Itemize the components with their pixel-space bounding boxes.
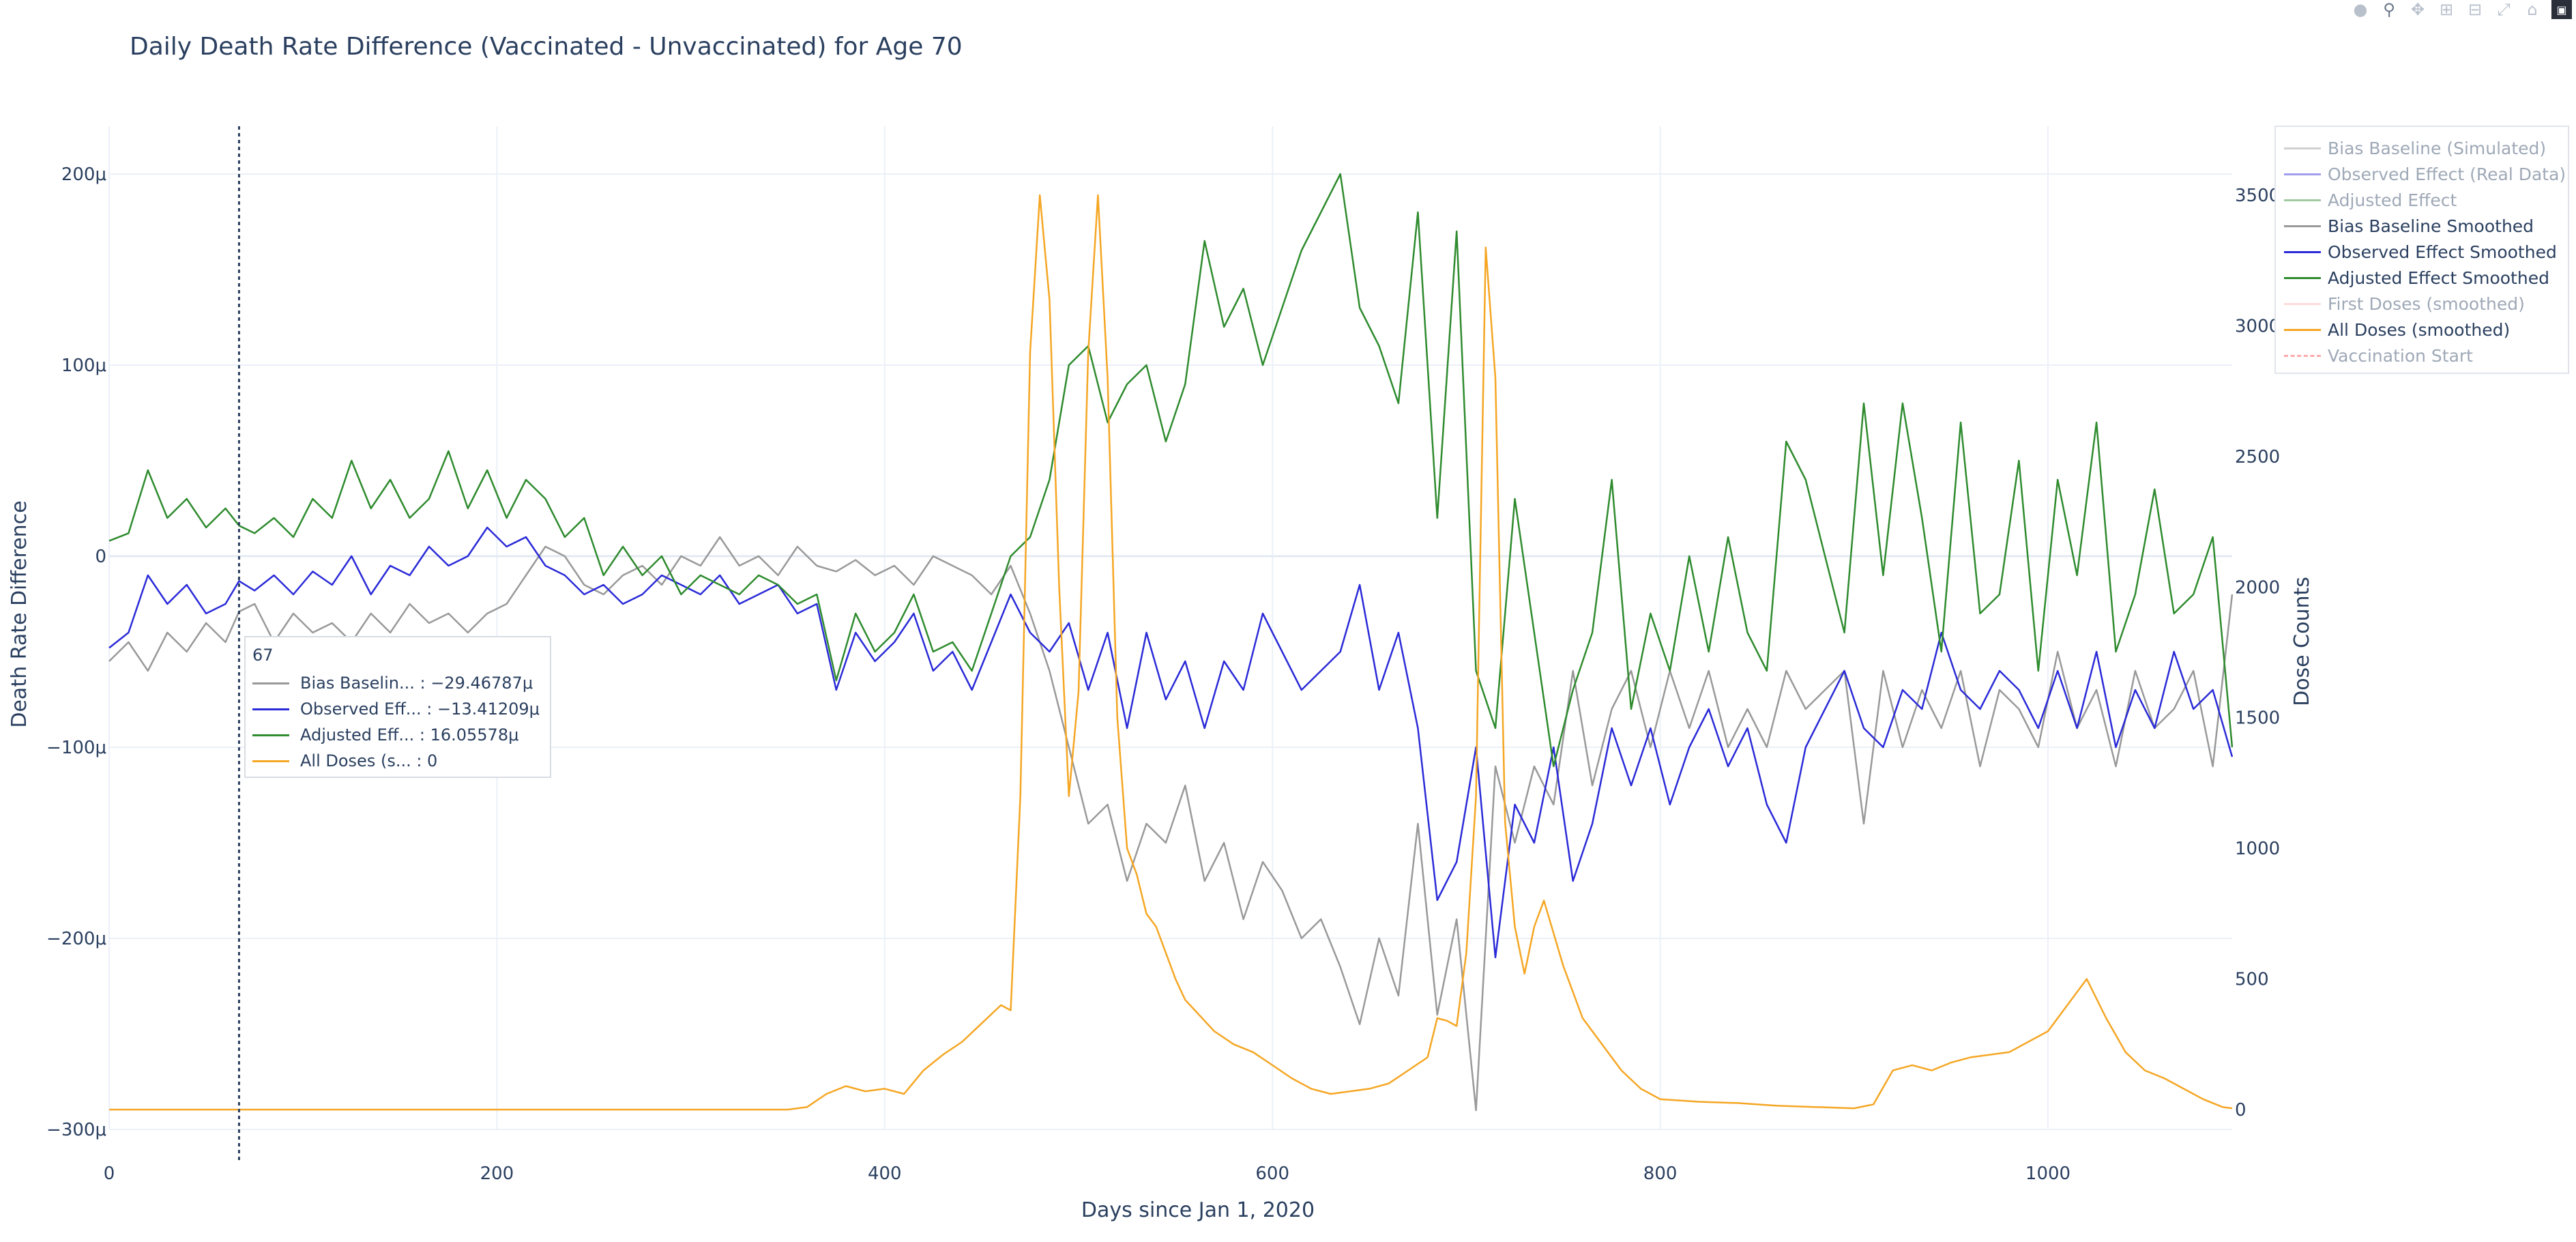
series-line-adjusted-effect-smoothed <box>108 173 2234 768</box>
y-tick-label: 200μ <box>61 164 106 185</box>
legend-swatch <box>2284 302 2321 305</box>
y2-tick-label: 3000 <box>2235 316 2280 336</box>
camera-icon[interactable]: ● <box>2353 0 2368 19</box>
hover-swatch <box>252 760 289 762</box>
y-tick-label: 0 <box>95 547 106 567</box>
hover-swatch <box>252 734 289 736</box>
hover-swatch <box>252 682 289 684</box>
legend-swatch <box>2284 328 2321 331</box>
y2-tick-label: 1000 <box>2235 839 2280 859</box>
legend-swatch <box>2284 199 2321 201</box>
y2-tick-label: 0 <box>2235 1100 2246 1121</box>
x-axis-title: Days since Jan 1, 2020 <box>1081 1198 1315 1222</box>
y-tick-label: 100μ <box>61 356 106 376</box>
y2-axis-title: Dose Counts <box>2290 577 2314 706</box>
legend-item[interactable]: All Doses (smoothed) <box>2276 317 2568 343</box>
legend-item[interactable]: Observed Effect Smoothed <box>2276 239 2568 265</box>
y2-tick-label: 2500 <box>2235 447 2280 467</box>
legend-item[interactable]: Bias Baseline (Simulated) <box>2276 135 2568 161</box>
y-tick-label: −200μ <box>46 929 106 949</box>
legend-swatch <box>2284 173 2321 175</box>
hover-label: All Doses (s... : 0 <box>300 751 438 770</box>
hover-label: Bias Baselin... : −29.46787μ <box>300 674 533 693</box>
hover-label: Observed Eff... : −13.41209μ <box>300 699 540 719</box>
autoscale-icon[interactable]: ⤢ <box>2497 0 2511 19</box>
legend-label: All Doses (smoothed) <box>2328 319 2511 340</box>
x-tick-label: 800 <box>1643 1164 1678 1184</box>
legend-label: Bias Baseline (Simulated) <box>2328 138 2547 158</box>
y-tick-label: −300μ <box>46 1120 106 1140</box>
y-axis-title: Death Rate Difference <box>8 500 31 727</box>
hover-x-value: 67 <box>252 646 274 665</box>
y2-tick-label: 1500 <box>2235 708 2280 729</box>
series-line-all-doses-smoothed- <box>109 194 2233 1111</box>
legend-swatch <box>2284 354 2321 357</box>
legend-item[interactable]: Bias Baseline Smoothed <box>2276 213 2568 239</box>
legend-label: Observed Effect (Real Data) <box>2328 164 2566 184</box>
zoom-out-icon[interactable]: ⊟ <box>2468 0 2483 19</box>
zoom-icon[interactable]: ⚲ <box>2383 0 2395 19</box>
legend-item[interactable]: Adjusted Effect Smoothed <box>2276 265 2568 291</box>
legend-label: Vaccination Start <box>2328 345 2473 366</box>
x-tick-label: 1000 <box>2025 1164 2070 1184</box>
x-tick-label: 200 <box>480 1164 514 1184</box>
hover-swatch <box>252 708 289 710</box>
legend: Bias Baseline (Simulated) Observed Effect… <box>2274 126 2569 374</box>
series-line-observed-effect-smoothed <box>108 526 2234 959</box>
legend-item[interactable]: Observed Effect (Real Data) <box>2276 161 2568 187</box>
legend-item[interactable]: First Doses (smoothed) <box>2276 291 2568 317</box>
plotly-logo-icon[interactable]: ▣ <box>2551 0 2572 19</box>
legend-label: Adjusted Effect Smoothed <box>2328 268 2549 288</box>
legend-item[interactable]: Adjusted Effect <box>2276 187 2568 213</box>
legend-label: Bias Baseline Smoothed <box>2328 216 2534 236</box>
hover-row: All Doses (s... : 0 <box>246 748 550 774</box>
legend-swatch <box>2284 147 2321 149</box>
y2-tick-label: 3500 <box>2235 186 2280 206</box>
legend-swatch <box>2284 250 2321 253</box>
legend-item[interactable]: Vaccination Start <box>2276 343 2568 369</box>
legend-label: Observed Effect Smoothed <box>2328 242 2557 262</box>
hover-row: Observed Eff... : −13.41209μ <box>246 696 550 722</box>
legend-label: First Doses (smoothed) <box>2328 293 2525 314</box>
modebar: ● ⚲ ✥ ⊞ ⊟ ⤢ ⌂ ▣ <box>2351 0 2576 19</box>
series-line-bias-baseline-smoothed <box>108 536 2234 1112</box>
x-tick-label: 600 <box>1255 1164 1289 1184</box>
legend-swatch <box>2284 225 2321 227</box>
y2-tick-label: 500 <box>2235 970 2269 990</box>
x-tick-label: 400 <box>868 1164 902 1184</box>
zoom-in-icon[interactable]: ⊞ <box>2439 0 2454 19</box>
legend-label: Adjusted Effect <box>2328 190 2457 210</box>
hover-row: Bias Baselin... : −29.46787μ <box>246 670 550 696</box>
chart-title: Daily Death Rate Difference (Vaccinated … <box>130 33 963 61</box>
hover-row: Adjusted Eff... : 16.05578μ <box>246 722 550 748</box>
hover-tooltip: 67 Bias Baselin... : −29.46787μ Observed … <box>244 636 551 778</box>
pan-icon[interactable]: ✥ <box>2410 0 2425 19</box>
x-tick-label: 0 <box>104 1164 115 1184</box>
hover-label: Adjusted Eff... : 16.05578μ <box>300 725 519 745</box>
y2-tick-label: 2000 <box>2235 577 2280 598</box>
y-tick-label: −100μ <box>46 738 106 758</box>
legend-swatch <box>2284 276 2321 279</box>
reset-axes-icon[interactable]: ⌂ <box>2527 0 2538 19</box>
